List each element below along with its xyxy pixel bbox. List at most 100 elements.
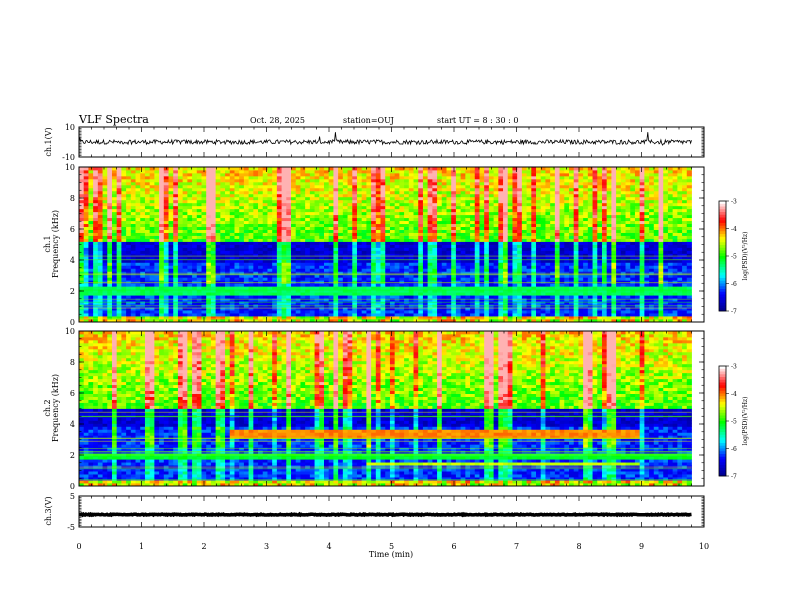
ch1-spectrogram-cell xyxy=(234,217,240,222)
ch1-spectrogram-cell xyxy=(234,283,240,287)
ch1-spectrogram-cell xyxy=(229,277,235,281)
ch1-spectrogram-cell xyxy=(243,205,250,210)
ch1-spectrogram-cell xyxy=(215,301,221,305)
ch1-spectrogram-cell xyxy=(479,286,485,290)
ch1-spectrogram-cell xyxy=(361,241,367,245)
ch1-spectrogram-cell xyxy=(413,193,419,198)
ch1-spectrogram-cell xyxy=(418,280,424,284)
ch1-spectrogram-cell xyxy=(182,280,188,284)
ch1-spectrogram-cell xyxy=(111,292,118,296)
ch1-spectrogram-cell xyxy=(97,268,103,272)
ch1-spectrogram-cell xyxy=(385,169,391,174)
ch1-spectrogram-cell xyxy=(196,280,202,284)
ch1-spectrogram-cell xyxy=(135,214,141,219)
ch1-spectrogram-cell xyxy=(253,220,259,225)
ch1-spectrogram-cell xyxy=(314,262,320,266)
ch1-spectrogram-cell xyxy=(215,295,221,299)
ch1-spectrogram-cell xyxy=(427,205,433,210)
ch1-spectrogram-cell xyxy=(361,286,367,290)
ch1-spectrogram-cell xyxy=(314,184,320,189)
ch1-spectrogram-cell xyxy=(107,286,113,290)
ch1-spectrogram-cell xyxy=(300,298,306,302)
ch1-spectrogram-cell xyxy=(498,238,504,242)
ch1-spectrogram-cell xyxy=(455,169,462,174)
ch1-spectrogram-cell xyxy=(493,259,499,263)
ch1-spectrogram-cell xyxy=(503,253,509,257)
ch1-spectrogram-cell xyxy=(258,205,264,210)
ch1-spectrogram-cell xyxy=(126,220,132,225)
ch1-spectrogram-cell xyxy=(192,298,198,302)
ch1-spectrogram-cell xyxy=(210,226,217,230)
ch1-spectrogram-cell xyxy=(97,283,103,287)
ch1-spectrogram-cell xyxy=(503,167,509,171)
ch1-spectrogram-cell xyxy=(248,217,254,222)
ch1-spectrogram-cell xyxy=(465,310,471,314)
ch1-spectrogram-cell xyxy=(385,241,391,245)
ch1-spectrogram-cell xyxy=(389,223,396,228)
ch1-spectrogram-cell xyxy=(319,214,325,219)
ch1-spectrogram-cell xyxy=(130,172,136,177)
ch1-spectrogram-cell xyxy=(248,307,254,311)
ch1-spectrogram-cell xyxy=(470,280,476,284)
ch1-spectrogram-cell xyxy=(140,220,146,225)
ch1-spectrogram-cell xyxy=(324,265,330,269)
ch1-spectrogram-cell xyxy=(286,229,292,233)
ch1-spectrogram-cell xyxy=(272,268,278,272)
ch1-spectrogram-cell xyxy=(300,262,306,266)
ch1-spectrogram-cell xyxy=(441,232,447,236)
ch1-spectrogram-cell xyxy=(342,250,348,254)
ch1-spectrogram-cell xyxy=(455,202,462,207)
ch1-spectrogram-cell xyxy=(305,214,311,219)
ch1-spectrogram-cell xyxy=(248,244,254,248)
ch1-spectrogram-cell xyxy=(126,181,132,186)
ch1-spectrogram-cell xyxy=(338,235,344,239)
ch1-spectrogram-cell xyxy=(182,241,188,245)
ch1-spectrogram-cell xyxy=(437,232,443,236)
ch1-spectrogram-cell xyxy=(484,184,490,189)
ch1-spectrogram-cell xyxy=(338,244,344,248)
ch1-spectrogram-cell xyxy=(239,286,245,290)
ch1-spectrogram-cell xyxy=(498,274,504,278)
ch1-spectrogram-cell xyxy=(385,229,391,233)
ch1-spectrogram-cell xyxy=(512,259,518,263)
ch1-spectrogram-cell xyxy=(258,292,264,296)
ch1-spectrogram-cell xyxy=(441,319,447,323)
ch1-spectrogram-cell xyxy=(234,265,240,269)
ch1-spectrogram-cell xyxy=(173,277,179,281)
ch1-spectrogram-cell xyxy=(192,277,198,281)
ch1-spectrogram-cell xyxy=(408,292,414,296)
ch1-spectrogram-cell xyxy=(319,193,325,198)
ch1-spectrogram-cell xyxy=(210,238,217,242)
ch1-spectrogram-cell xyxy=(328,274,334,278)
ch1-spectrogram-cell xyxy=(422,247,429,251)
ch1-spectrogram-cell xyxy=(470,226,476,230)
ch1-spectrogram-cell xyxy=(220,247,226,251)
ch1-spectrogram-cell xyxy=(441,292,447,296)
ch1-spectrogram-cell xyxy=(455,280,462,284)
ch1-spectrogram-cell xyxy=(79,295,85,299)
ch1-spectrogram-cell xyxy=(295,253,301,257)
ch1-spectrogram-cell xyxy=(239,253,245,257)
ch1-spectrogram-cell xyxy=(182,184,188,189)
ch1-spectrogram-cell xyxy=(441,289,447,293)
ch1-spectrogram-cell xyxy=(385,280,391,284)
ch1-spectrogram-cell xyxy=(455,247,462,251)
ch1-spectrogram-cell xyxy=(484,178,490,183)
ch1-spectrogram-cell xyxy=(83,289,89,293)
ch1-spectrogram-cell xyxy=(149,301,155,305)
ch1-spectrogram-cell xyxy=(484,274,490,278)
ch1-spectrogram-cell xyxy=(102,301,108,305)
ch1-spectrogram-cell xyxy=(460,256,466,260)
ch1-spectrogram-cell xyxy=(300,256,306,260)
ch1-spectrogram-cell xyxy=(126,316,132,320)
ch1-spectrogram-cell xyxy=(262,292,268,296)
ch1-spectrogram-cell xyxy=(333,259,339,263)
ch1-spectrogram-cell xyxy=(206,217,212,222)
ch1-spectrogram-cell xyxy=(361,283,367,287)
ch1-spectrogram-cell xyxy=(262,310,268,314)
ch1-spectrogram-cell xyxy=(432,262,438,266)
ch1-spectrogram-cell xyxy=(479,167,485,171)
ch1-spectrogram-cell xyxy=(229,169,235,174)
ch1-spectrogram-cell xyxy=(163,178,169,183)
ch1-spectrogram-cell xyxy=(427,229,433,233)
